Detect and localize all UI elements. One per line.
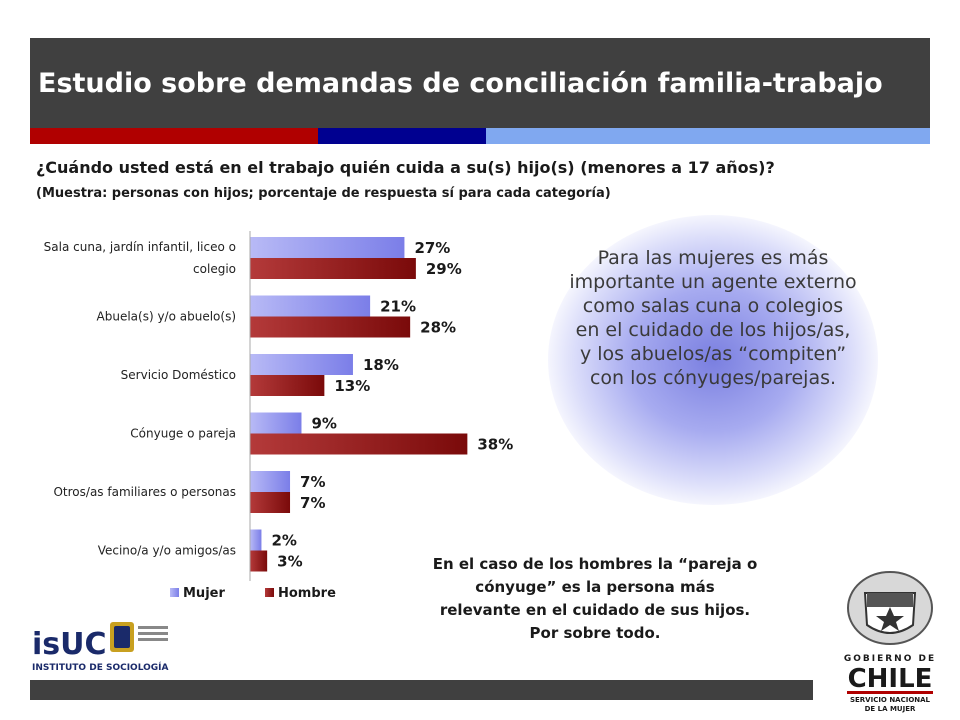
color-stripe	[30, 128, 930, 144]
bar-chart: 27% 29% Sala cuna, jardín infantil, liceo …	[44, 231, 513, 601]
category-label: Vecino/a y/o amigos/as	[98, 544, 236, 558]
data-label: 2%	[271, 532, 296, 550]
data-label: 28%	[420, 319, 456, 337]
sample-note: (Muestra: personas con hijos; porcentaje…	[36, 186, 611, 201]
svg-text:DE LA MUJER: DE LA MUJER	[865, 705, 916, 713]
legend-swatch-mujer	[170, 588, 179, 597]
note-glow	[548, 215, 878, 505]
data-label: 9%	[311, 415, 336, 433]
data-label: 18%	[363, 356, 399, 374]
bar-mujer	[250, 412, 302, 434]
category-label: Abuela(s) y/o abuelo(s)	[97, 310, 236, 324]
legend-label: Hombre	[278, 586, 336, 601]
data-label: 38%	[477, 436, 513, 454]
isuc-logo: isUC INSTITUTO DE SOCIOLOGÍA	[30, 618, 170, 674]
svg-text:SERVICIO NACIONAL: SERVICIO NACIONAL	[850, 696, 931, 704]
stripe-red	[30, 128, 318, 144]
bar-mujer	[250, 471, 291, 492]
stripe-blue	[318, 128, 486, 144]
svg-text:isUC: isUC	[32, 627, 107, 662]
footer-bar	[30, 680, 813, 700]
svg-text:GOBIERNO DE: GOBIERNO DE	[844, 654, 936, 664]
question-text: ¿Cuándo usted está en el trabajo quién c…	[36, 158, 775, 177]
men-note-line: Por sobre todo.	[529, 624, 661, 642]
svg-text:CHILE: CHILE	[848, 664, 933, 694]
data-label: 29%	[426, 260, 462, 278]
men-note-line: relevante en el cuidado de sus hijos.	[439, 601, 751, 619]
stripe-lightblue	[486, 128, 930, 144]
men-note-line: En el caso de los hombres la “pareja o	[432, 555, 758, 573]
bar-hombre	[250, 258, 416, 279]
gobierno-chile-logo: GOBIERNO DE CHILE SERVICIO NACIONAL DE L…	[844, 571, 936, 713]
bar-hombre	[250, 316, 411, 338]
legend-label: Mujer	[183, 586, 225, 601]
men-note: En el caso de los hombres la “pareja o c…	[385, 553, 805, 645]
bar-mujer	[250, 529, 262, 551]
bar-hombre	[250, 550, 268, 572]
svg-text:INSTITUTO DE SOCIOLOGÍA: INSTITUTO DE SOCIOLOGÍA	[32, 661, 169, 673]
bar-hombre	[250, 492, 291, 513]
page-title: Estudio sobre demandas de conciliación f…	[38, 67, 883, 99]
data-label: 3%	[277, 553, 302, 571]
title-bar: Estudio sobre demandas de conciliación f…	[30, 38, 930, 128]
data-label: 21%	[380, 298, 416, 316]
bar-mujer	[250, 354, 353, 375]
bar-mujer	[250, 295, 371, 317]
category-label: Cónyuge o pareja	[130, 427, 236, 441]
category-label: Sala cuna, jardín infantil, liceo o	[44, 240, 236, 254]
category-label: colegio	[193, 262, 236, 276]
data-label: 7%	[300, 494, 325, 512]
data-label: 27%	[414, 239, 450, 257]
category-label: Otros/as familiares o personas	[53, 485, 236, 499]
bar-mujer	[250, 237, 405, 258]
bar-hombre	[250, 433, 468, 455]
legend-swatch-hombre	[265, 588, 274, 597]
category-label: Servicio Doméstico	[121, 368, 236, 382]
bar-hombre	[250, 375, 325, 396]
women-note: Para las mujeres es más importante un ag…	[569, 247, 857, 389]
data-label: 13%	[334, 377, 370, 395]
men-note-line: cónyuge” es la persona más	[475, 578, 715, 596]
data-label: 7%	[300, 473, 325, 491]
